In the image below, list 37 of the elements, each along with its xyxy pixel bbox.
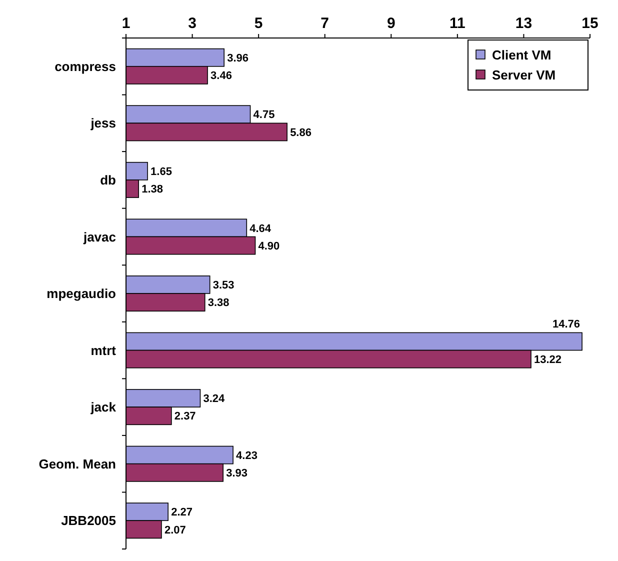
y-tick-label: JBB2005 [61, 513, 116, 528]
text: 2.27 [171, 506, 193, 519]
x-tick-label: 11 [450, 15, 466, 32]
y-tick-label: Geom. Mean [38, 456, 116, 472]
text: 3.24 [203, 393, 225, 406]
x-tick-label: 3 [188, 15, 196, 32]
x-tick-label: 15 [582, 15, 598, 32]
text: 14.76 [552, 318, 580, 331]
x-tick-label: 9 [386, 15, 396, 32]
y-tick-label: mtrt [90, 342, 117, 358]
y-tick-label: jack [90, 400, 117, 415]
text: 2.37 [174, 410, 196, 423]
text: 3.46 [210, 70, 232, 82]
x-tick-label: 13 [515, 15, 532, 32]
text: 4.75 [253, 109, 275, 122]
text: 3.96 [227, 52, 249, 64]
y-tick-label: jess [90, 116, 116, 131]
text: 3.93 [226, 467, 248, 480]
text: 4.64 [250, 222, 272, 235]
text: 1.65 [150, 166, 172, 178]
x-tick-label: 1 [122, 15, 130, 32]
legend-label: Client VM [492, 48, 552, 63]
text: 3.38 [208, 297, 230, 310]
text: 3.53 [212, 280, 234, 292]
text: 2.07 [164, 524, 186, 536]
y-tick-label: db [100, 172, 116, 188]
text: 4.23 [236, 450, 258, 462]
text: 1.38 [142, 184, 164, 196]
legend-label: Server VM [492, 68, 556, 83]
text: 13.22 [534, 354, 562, 366]
text: 4.90 [258, 240, 280, 252]
y-tick-label: mpegaudio [46, 286, 116, 302]
y-tick-label: compress [54, 58, 116, 74]
x-tick-label: 5 [254, 15, 263, 32]
y-tick-label: javac [82, 229, 116, 244]
x-tick-label: 7 [320, 15, 330, 32]
text: 5.86 [290, 126, 312, 139]
